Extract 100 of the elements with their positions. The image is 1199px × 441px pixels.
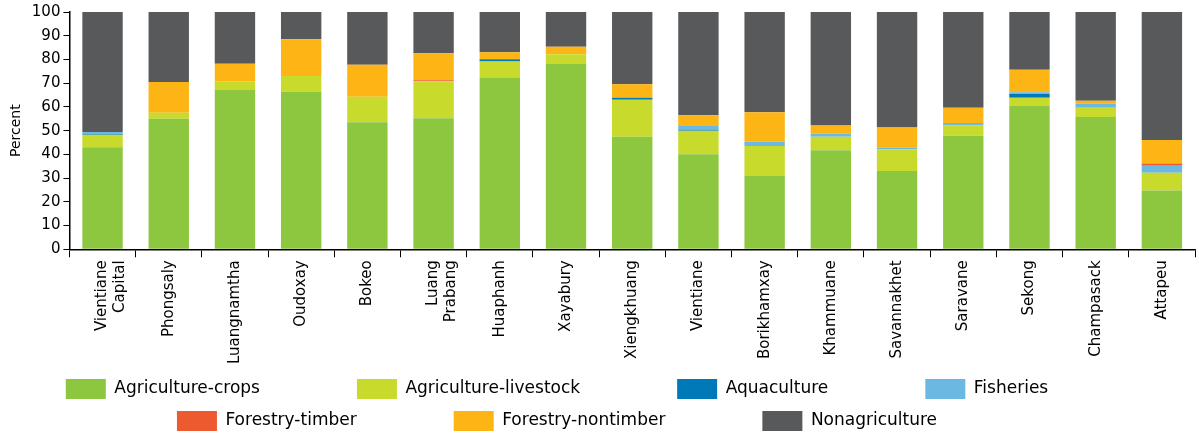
bar	[1141, 163, 1183, 166]
bar	[1009, 69, 1050, 93]
bar	[678, 12, 719, 116]
bar	[347, 12, 388, 65]
bar	[545, 54, 587, 64]
bar	[280, 91, 322, 249]
bar	[876, 149, 918, 171]
bar	[1009, 105, 1050, 249]
y-tick-label: 50	[41, 120, 61, 139]
x-tick-label: Luangnamtha	[224, 260, 243, 365]
bar	[82, 134, 123, 148]
bar	[612, 84, 653, 98]
bar	[413, 12, 454, 54]
bar	[479, 59, 520, 62]
bar	[810, 125, 852, 134]
bar	[148, 82, 189, 113]
bar	[479, 61, 520, 78]
x-tick-label: Borikhamxay	[754, 260, 773, 360]
y-tick-label: 100	[31, 1, 61, 20]
bar	[678, 154, 719, 249]
bar	[1141, 190, 1183, 249]
bar	[744, 141, 785, 147]
y-tick-label: 30	[41, 167, 61, 186]
bar	[612, 136, 653, 249]
bar	[545, 12, 587, 47]
legend-label: Forestry-nontimber	[502, 409, 751, 430]
x-tick-label: Sekong	[1019, 260, 1038, 316]
bar	[678, 125, 719, 130]
bar	[214, 12, 256, 64]
bar	[479, 12, 520, 53]
bar	[744, 112, 785, 142]
bar	[1141, 165, 1183, 173]
legend-label: Nonagriculture	[810, 409, 1023, 430]
x-tick-label: Xiengkhuang	[622, 260, 641, 359]
x-tick-label: Vientiane Capital	[92, 260, 129, 332]
bar	[413, 81, 454, 119]
bar	[1075, 107, 1116, 118]
bar	[1009, 97, 1050, 106]
bar	[347, 96, 388, 123]
bar	[1075, 117, 1116, 249]
bar	[1141, 172, 1183, 191]
bar	[810, 136, 852, 151]
y-tick-label: 90	[41, 25, 61, 44]
bar	[744, 12, 785, 113]
bar	[347, 64, 388, 97]
bar	[148, 112, 189, 119]
bar	[678, 115, 719, 126]
bar	[413, 118, 454, 249]
bar	[479, 52, 520, 60]
bar	[214, 63, 256, 82]
bar	[545, 63, 587, 249]
bar	[612, 97, 653, 100]
bar	[744, 146, 785, 176]
x-tick-label: Saravane	[953, 260, 972, 332]
bar	[943, 107, 984, 124]
y-tick-label: 0	[50, 239, 61, 258]
x-tick-label: Bokeo	[357, 260, 376, 307]
legend-label: Aquaculture	[725, 377, 914, 398]
bar	[810, 133, 852, 137]
bar	[810, 12, 852, 126]
bar	[1141, 12, 1183, 140]
bar	[744, 175, 785, 249]
legend-label: Agriculture-livestock	[405, 377, 666, 398]
x-tick-label: Huaphanh	[489, 260, 508, 338]
bar	[1075, 12, 1116, 101]
bar	[148, 12, 189, 82]
bar	[943, 12, 984, 108]
x-tick-label: Vientiane	[688, 260, 707, 332]
y-axis-title: Percent	[7, 103, 24, 157]
x-tick-label: Attapeu	[1151, 260, 1170, 320]
bar	[280, 76, 322, 92]
bar	[1009, 12, 1050, 70]
bar	[943, 125, 984, 136]
bar	[82, 147, 123, 249]
y-tick-label: 60	[41, 96, 61, 115]
bar	[876, 127, 918, 148]
bar	[1075, 100, 1116, 104]
bar	[413, 53, 454, 81]
bar	[545, 46, 587, 55]
legend-label: Forestry-timber	[225, 409, 442, 430]
y-tick-label: 40	[41, 144, 61, 163]
x-tick-label: Champasack	[1085, 259, 1104, 357]
bar	[612, 12, 653, 85]
x-tick-label: Luang Prabang	[423, 260, 460, 323]
bar	[280, 39, 322, 77]
x-tick-label: Phongsaly	[158, 260, 177, 338]
bar	[876, 12, 918, 128]
legend-label: Fisheries	[973, 377, 1134, 398]
x-tick-label: Xayabury	[555, 260, 574, 332]
bar	[876, 170, 918, 249]
bar	[1141, 139, 1183, 164]
bar	[1075, 103, 1116, 108]
bar	[214, 81, 256, 90]
bar	[943, 135, 984, 249]
x-tick-label: Savannakhet	[886, 260, 905, 359]
bar	[280, 12, 322, 40]
bar	[612, 99, 653, 137]
x-tick-label: Oudoxay	[291, 260, 310, 327]
bar	[678, 130, 719, 155]
y-tick-label: 20	[41, 191, 61, 210]
